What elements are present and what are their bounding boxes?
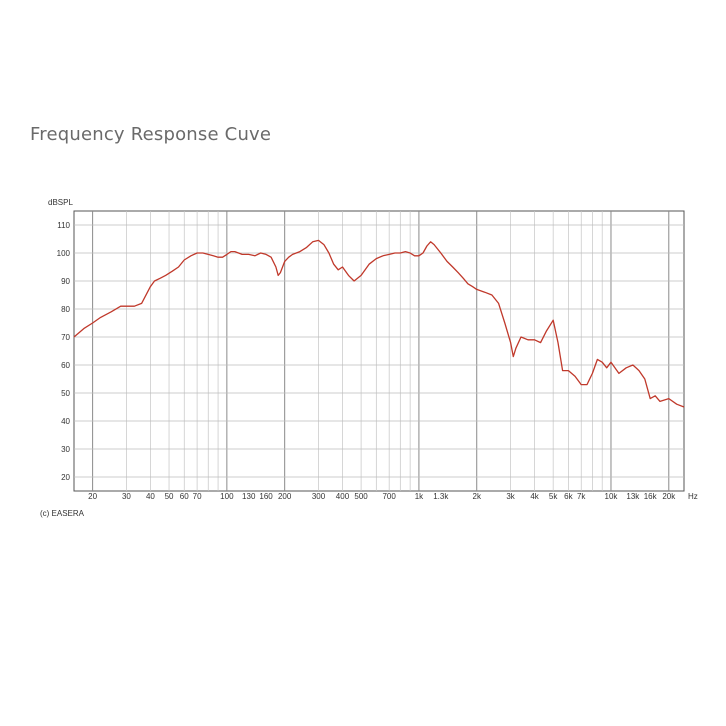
x-tick-label: 13k xyxy=(626,492,640,501)
x-tick-label: 300 xyxy=(312,492,326,501)
y-tick-label: 40 xyxy=(61,417,70,426)
x-tick-label: 20k xyxy=(662,492,676,501)
x-tick-label: 1k xyxy=(415,492,424,501)
y-tick-label: 50 xyxy=(61,389,70,398)
x-tick-label: 160 xyxy=(259,492,273,501)
y-tick-label: 30 xyxy=(61,445,70,454)
x-tick-label: 4k xyxy=(530,492,539,501)
y-tick-label: 80 xyxy=(61,305,70,314)
x-tick-label: 7k xyxy=(577,492,586,501)
x-tick-label: 2k xyxy=(473,492,482,501)
x-tick-label: 40 xyxy=(146,492,155,501)
x-tick-label: 1.3k xyxy=(433,492,449,501)
x-tick-label: 20 xyxy=(88,492,97,501)
y-axis-label: dBSPL xyxy=(48,198,73,207)
series-group xyxy=(73,239,685,408)
copyright-label: (c) EASERA xyxy=(40,509,85,518)
plot-area xyxy=(73,210,685,492)
x-tick-label: 5k xyxy=(549,492,558,501)
x-tick-label: 200 xyxy=(278,492,292,501)
x-tick-labels: 20 30 40 50 60 70 100 130 160 200 300 400 500 700 1k 1.… xyxy=(88,492,676,501)
x-tick-label: 30 xyxy=(122,492,131,501)
x-tick-label: 70 xyxy=(193,492,202,501)
y-tick-labels: 110 100 90 80 70 60 50 40 30 20 xyxy=(57,221,71,482)
x-tick-label: 60 xyxy=(180,492,189,501)
x-tick-label: 10k xyxy=(605,492,619,501)
x-tick-label: 3k xyxy=(506,492,515,501)
y-tick-label: 100 xyxy=(57,249,71,258)
y-tick-label: 60 xyxy=(61,361,70,370)
x-axis-unit-label: Hz xyxy=(688,492,698,501)
y-tick-label: 20 xyxy=(61,473,70,482)
x-tick-label: 16k xyxy=(644,492,658,501)
x-tick-label: 700 xyxy=(382,492,396,501)
x-tick-label: 50 xyxy=(165,492,174,501)
y-tick-label: 70 xyxy=(61,333,70,342)
x-tick-label: 6k xyxy=(564,492,573,501)
x-tick-label: 400 xyxy=(336,492,350,501)
y-tick-label: 110 xyxy=(57,221,70,230)
y-tick-label: 90 xyxy=(61,277,70,286)
grid xyxy=(74,211,684,491)
page-title: Frequency Response Cuve xyxy=(30,124,272,145)
x-tick-label: 130 xyxy=(242,492,256,501)
frequency-response-line xyxy=(73,239,685,408)
x-tick-label: 100 xyxy=(220,492,234,501)
x-tick-label: 500 xyxy=(354,492,368,501)
